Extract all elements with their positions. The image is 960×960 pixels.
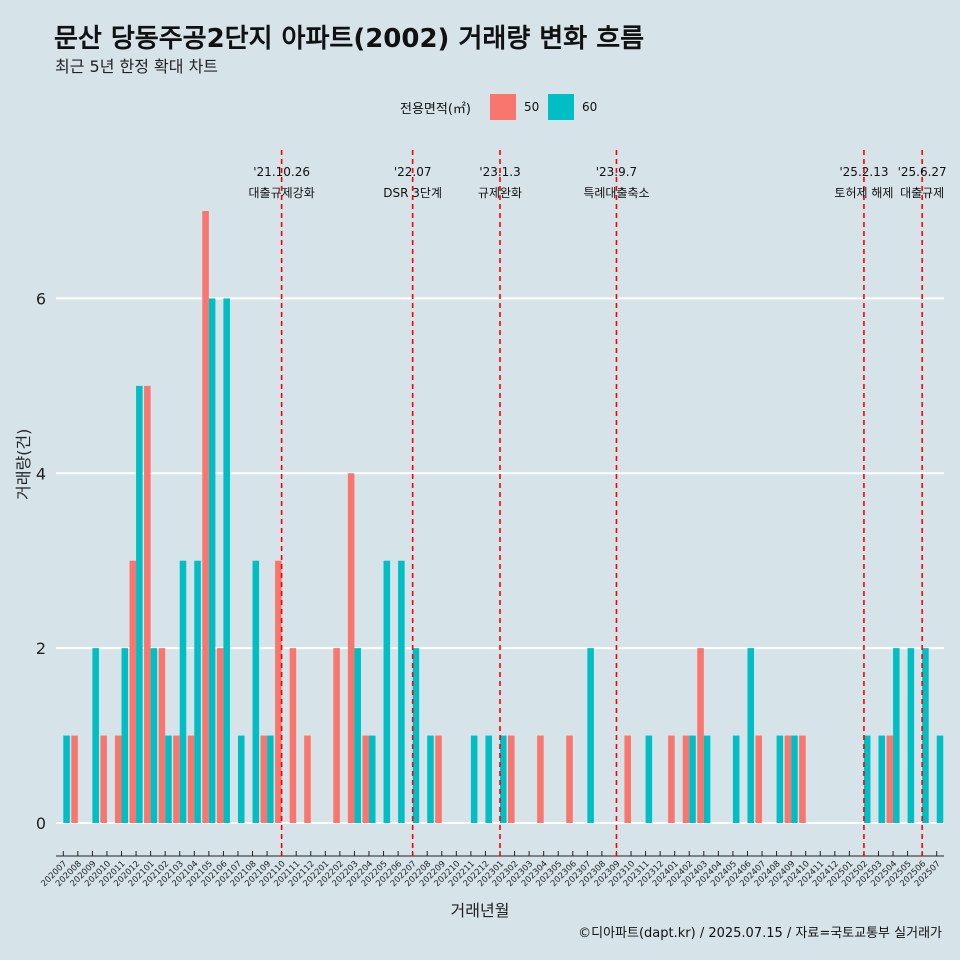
bar-50-202112 [304, 735, 311, 823]
bar-60-202311 [645, 735, 653, 823]
bar-60-202108 [252, 560, 260, 823]
bar-50-202202 [333, 648, 340, 823]
bar-60-202204 [368, 735, 376, 823]
event-label: 대출규제 [900, 186, 944, 200]
bar-60-202104 [194, 560, 201, 823]
bar-50-202012 [129, 560, 137, 823]
bar-60-202301 [500, 735, 507, 823]
bar-60-202403 [703, 735, 711, 823]
bar-50-202010 [100, 735, 107, 823]
bar-60-202105 [208, 298, 216, 823]
bar-50-202111 [289, 648, 297, 823]
bar-60-202101 [150, 648, 158, 823]
bar-60-202307 [587, 648, 594, 823]
bar-50-202102 [158, 648, 166, 823]
bar-50-202504 [886, 735, 894, 823]
bar-50-202104 [187, 735, 195, 823]
bar-60-202009 [92, 648, 99, 823]
bar-60-202109 [267, 735, 274, 823]
bar-60-202402 [689, 735, 696, 823]
y-tick-label: 2 [36, 639, 46, 658]
chart-title: 문산 당동주공2단지 아파트(2002) 거래량 변화 흐름 [54, 24, 645, 54]
event-date: '21.10.26 [253, 165, 310, 179]
bar-50-202403 [697, 648, 704, 823]
bar-60-202506 [922, 648, 929, 823]
bar-50-202204 [362, 735, 369, 823]
y-tick-label: 0 [36, 814, 46, 833]
legend-swatch-50 [490, 94, 516, 120]
bar-60-202503 [878, 735, 886, 823]
event-date: '25.6.27 [898, 165, 947, 179]
bar-50-202101 [144, 385, 151, 823]
bar-50-202105 [202, 211, 209, 823]
bar-60-202208 [427, 735, 434, 823]
bar-50-202409 [784, 735, 792, 823]
bar-50-202103 [173, 735, 180, 823]
bar-60-202505 [907, 648, 915, 823]
bar-50-202306 [566, 735, 573, 823]
bar-60-202203 [354, 648, 361, 823]
y-tick-label: 6 [36, 289, 46, 308]
bar-50-202410 [799, 735, 806, 823]
bar-60-202504 [893, 648, 900, 823]
bar-50-202304 [537, 735, 544, 823]
bar-50-202402 [682, 735, 690, 823]
y-axis-label: 거래량(건) [14, 428, 33, 500]
bar-60-202007 [63, 735, 70, 823]
bar-50-202302 [508, 735, 515, 823]
event-date: '23.9.7 [596, 165, 637, 179]
event-label: 특례대출축소 [583, 186, 649, 200]
bar-60-202212 [485, 735, 492, 823]
bar-60-202507 [936, 735, 944, 823]
bar-60-202502 [863, 735, 871, 823]
bar-60-202408 [776, 735, 784, 823]
event-label: 토허제 해제 [834, 186, 893, 200]
legend-swatch-60 [548, 94, 574, 120]
event-label: 규제완화 [478, 186, 522, 200]
bar-60-202205 [383, 560, 391, 823]
bar-50-202407 [755, 735, 763, 823]
bar-60-202012 [136, 385, 143, 823]
bar-60-202103 [179, 560, 187, 823]
event-date: '23.1.3 [479, 165, 520, 179]
x-axis-label: 거래년월 [450, 901, 510, 920]
bar-60-202207 [412, 648, 420, 823]
bar-50-202209 [435, 735, 442, 823]
chart-subtitle: 최근 5년 한정 확대 차트 [55, 57, 219, 76]
bar-50-202310 [624, 735, 632, 823]
event-date: '25.2.13 [839, 165, 888, 179]
bar-50-202203 [347, 473, 355, 823]
bar-50-202008 [71, 735, 78, 823]
bar-60-202106 [223, 298, 230, 823]
event-label: 대출규제강화 [249, 186, 315, 200]
bar-60-202405 [732, 735, 740, 823]
bar-50-202106 [216, 648, 224, 823]
event-label: DSR 3단계 [383, 186, 442, 200]
bar-60-202102 [165, 735, 172, 823]
legend-label-50: 50 [524, 100, 540, 114]
bar-60-202406 [747, 648, 755, 823]
bar-60-202409 [791, 735, 798, 823]
bar-60-202011 [121, 648, 129, 823]
y-tick-label: 4 [36, 464, 46, 483]
bar-60-202206 [398, 560, 405, 823]
bar-50-202401 [668, 735, 675, 823]
bar-60-202107 [237, 735, 245, 823]
legend-label-60: 60 [582, 100, 598, 114]
legend: 전용면적(㎡) 50 60 [0, 94, 960, 120]
legend-title: 전용면적(㎡) [400, 102, 471, 117]
bar-50-202011 [114, 735, 122, 823]
bar-50-202109 [260, 735, 268, 823]
event-date: '22.07 [394, 165, 432, 179]
bar-60-202211 [470, 735, 478, 823]
bar-50-202110 [275, 560, 282, 823]
source-caption: ©디아파트(dapt.kr) / 2025.07.15 / 자료=국토교통부 실… [578, 926, 942, 941]
